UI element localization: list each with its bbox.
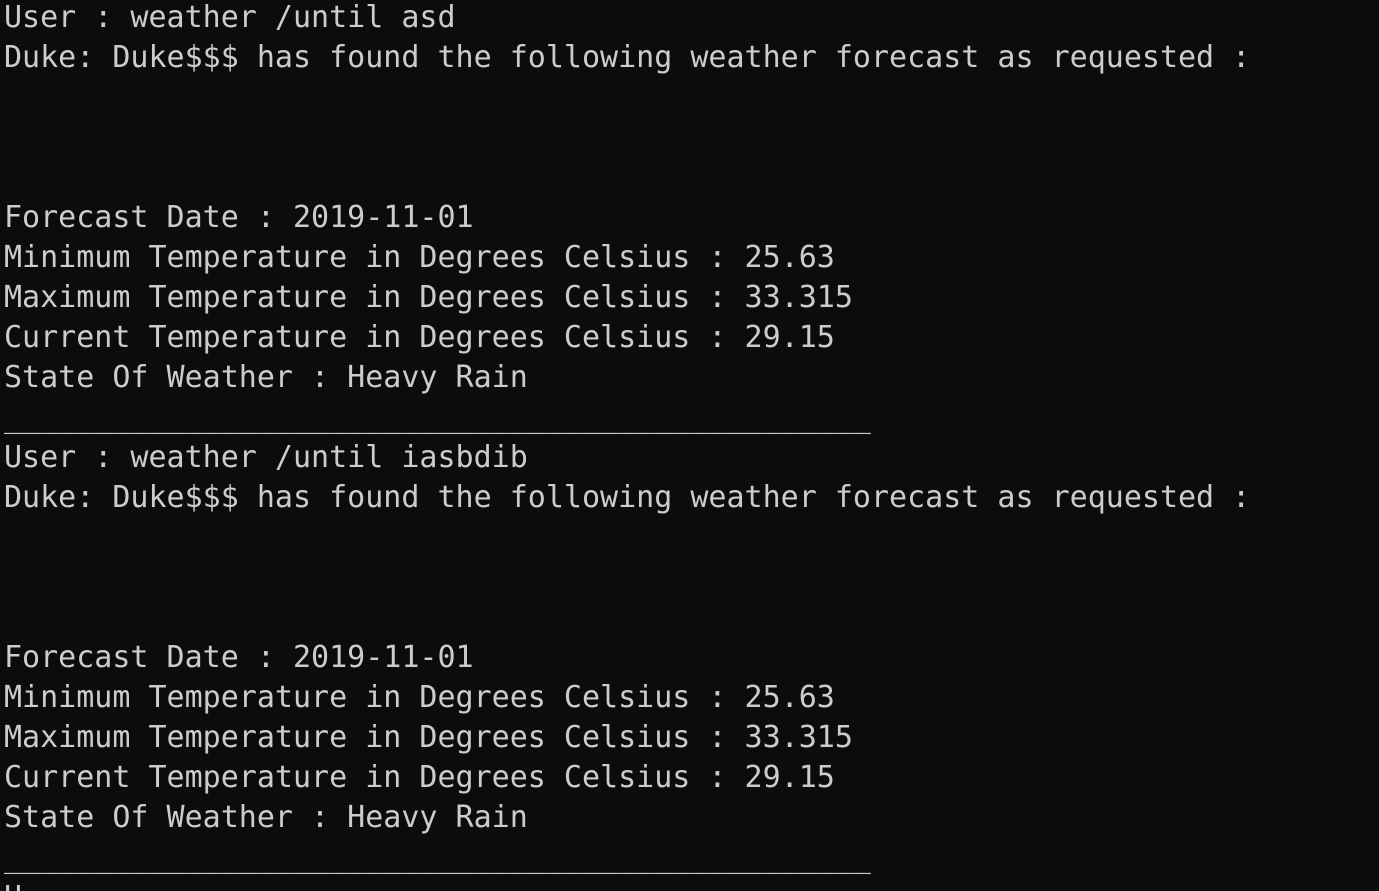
- terminal-line-user-command: User : weather /until iasbdib: [4, 440, 528, 475]
- terminal-line-forecast-date: Forecast Date : 2019-11-01: [4, 640, 474, 675]
- terminal-line-current-temp: Current Temperature in Degrees Celsius :…: [4, 320, 835, 355]
- terminal-line-duke-response: Duke: Duke$$$ has found the following we…: [4, 480, 1251, 515]
- terminal-line-min-temp: Minimum Temperature in Degrees Celsius :…: [4, 240, 835, 275]
- terminal-line-weather-state: State Of Weather : Heavy Rain: [4, 360, 528, 395]
- terminal-line-user-command: User : weather /until asd: [4, 0, 456, 35]
- terminal-line-duke-response: Duke: Duke$$$ has found the following we…: [4, 40, 1251, 75]
- terminal-line-forecast-date: Forecast Date : 2019-11-01: [4, 200, 474, 235]
- terminal-line-weather-state: State Of Weather : Heavy Rain: [4, 800, 528, 835]
- terminal-line-current-temp: Current Temperature in Degrees Celsius :…: [4, 760, 835, 795]
- terminal-line-input-prompt[interactable]: U: [4, 878, 22, 891]
- terminal-line-max-temp: Maximum Temperature in Degrees Celsius :…: [4, 720, 853, 755]
- terminal-line-divider: ________________________________________…: [4, 400, 871, 435]
- terminal-line-divider: ________________________________________…: [4, 840, 871, 875]
- terminal-line-min-temp: Minimum Temperature in Degrees Celsius :…: [4, 680, 835, 715]
- terminal-line-max-temp: Maximum Temperature in Degrees Celsius :…: [4, 280, 853, 315]
